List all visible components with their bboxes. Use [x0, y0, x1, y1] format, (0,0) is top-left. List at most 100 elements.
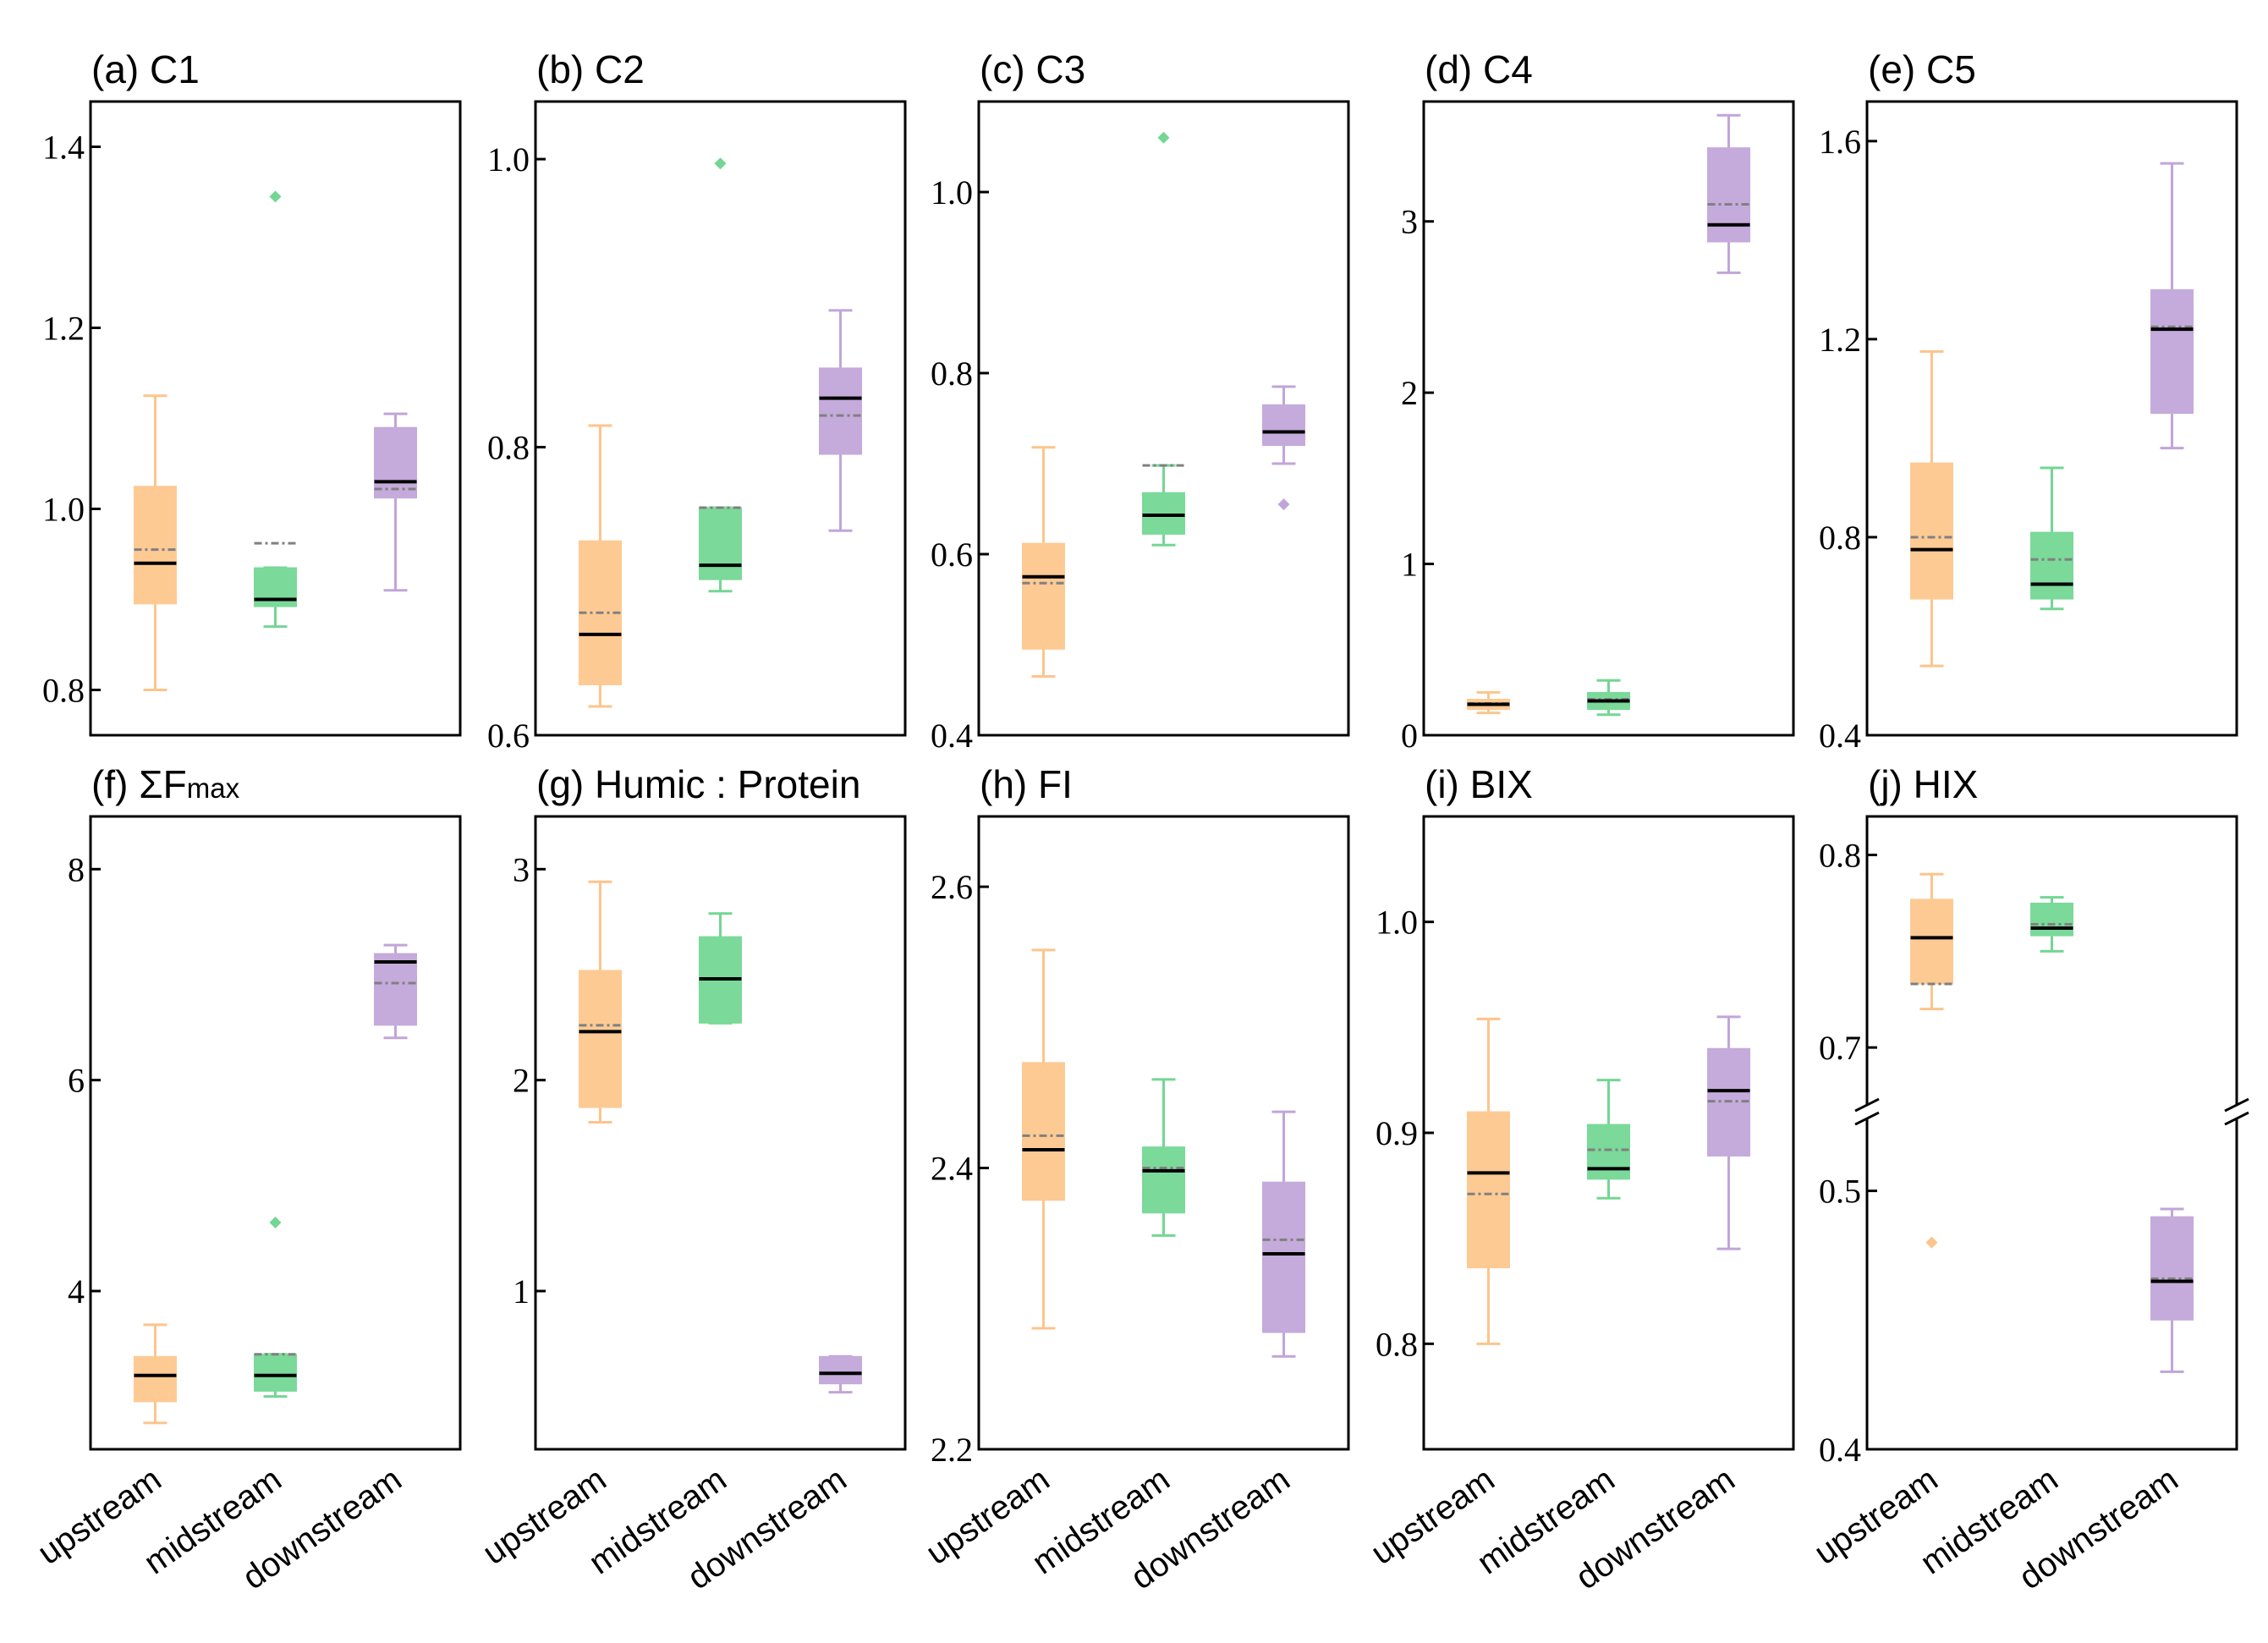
panel-title: (d) C4: [1425, 47, 1533, 91]
box-upstream: [133, 1323, 177, 1425]
outlier-point: [269, 190, 282, 203]
plot-frame: [1422, 100, 1795, 737]
y-tick-label: 0.5: [1819, 1173, 1861, 1211]
box-body: [1909, 898, 1953, 985]
y-tick-label: 2.6: [931, 868, 973, 906]
box-body: [1587, 1124, 1630, 1180]
box-upstream: [1466, 690, 1510, 715]
y-tick-label: 3: [1401, 203, 1418, 241]
outlier-point: [269, 1216, 282, 1228]
y-tick-label: 1.2: [1819, 321, 1861, 359]
box-downstream: [819, 309, 863, 532]
plot-frame: [1865, 100, 2238, 737]
y-tick-label: 0.6: [931, 536, 973, 574]
box-body: [1466, 1111, 1510, 1269]
y-tick-label: 0.7: [1819, 1029, 1861, 1067]
box-upstream: [133, 394, 177, 691]
box-body: [1262, 1181, 1306, 1333]
y-tick-label: 0.8: [931, 354, 973, 393]
outlier-point: [1277, 498, 1290, 511]
y-tick-label: 0.8: [1376, 1325, 1418, 1363]
box-midstream: [2030, 896, 2073, 953]
box-body: [2150, 1216, 2194, 1321]
box-upstream: [578, 880, 622, 1124]
box-upstream: [1909, 872, 1953, 1249]
y-tick-label: 0.6: [487, 717, 530, 755]
box-body: [1707, 147, 1751, 243]
box-upstream: [1909, 350, 1953, 668]
box-midstream: [1587, 679, 1630, 717]
box-midstream: [1587, 1079, 1630, 1200]
box-downstream: [2150, 1207, 2194, 1373]
panel-title: (g) Humic : Protein: [536, 762, 860, 806]
box-downstream: [819, 1355, 863, 1394]
plot-frame: [977, 815, 1350, 1451]
axis-break-mark: [1854, 1111, 1880, 1126]
box-body: [2150, 288, 2194, 415]
box-midstream: [2030, 466, 2073, 611]
y-tick-label: 0.8: [487, 429, 530, 467]
panel-title: (b) C2: [536, 47, 645, 91]
y-tick-label: 6: [68, 1062, 85, 1100]
box-body: [2030, 902, 2073, 937]
box-downstream: [1707, 1015, 1751, 1250]
y-tick-label: 3: [513, 850, 530, 888]
y-tick-label: 4: [68, 1272, 85, 1311]
box-body: [1262, 404, 1306, 447]
box-body: [254, 1354, 297, 1392]
plot-frame: [89, 815, 462, 1451]
y-tick-label: 1.0: [42, 491, 85, 529]
plot-frame-upper: [1865, 815, 2238, 1107]
box-midstream: [699, 157, 742, 593]
y-tick-label: 1.2: [42, 310, 85, 348]
y-tick-label: 1.0: [931, 173, 973, 212]
box-body: [699, 507, 742, 580]
panel-title: (c) C3: [980, 47, 1085, 91]
panel-a: 0.8 1.0 1.2 1.4(a) C1: [42, 47, 462, 737]
panel-title: (f) ΣFmax: [91, 762, 240, 806]
y-tick-label: 1.0: [1376, 904, 1418, 942]
y-tick-label: 0.4: [1819, 1431, 1861, 1469]
y-tick-label: 1.4: [42, 129, 85, 167]
panel-title: (e) C5: [1868, 47, 1976, 91]
box-body: [1909, 462, 1953, 600]
y-tick-label: 8: [68, 850, 85, 888]
axis-break-mark: [2224, 1097, 2249, 1113]
panel-b: 0.6 0.8 1.0 (b) C2: [487, 47, 907, 755]
box-body: [1142, 1146, 1185, 1214]
y-tick-label: 0.8: [42, 672, 85, 710]
box-body: [2030, 531, 2073, 600]
box-body: [1142, 492, 1185, 535]
box-body: [819, 1355, 863, 1385]
box-downstream: [374, 943, 418, 1040]
panel-title: (h) FI: [980, 762, 1073, 806]
box-upstream: [1021, 948, 1065, 1330]
panel-title: (j) HIX: [1868, 762, 1978, 806]
plot-frame: [534, 100, 907, 737]
y-tick-label: 0.8: [1819, 837, 1861, 875]
y-tick-label: 2.2: [931, 1431, 973, 1469]
panel-j: 0.40.50.70.8(j) HIXupstreammidstreamdown…: [1808, 762, 2249, 1596]
outlier-point: [714, 157, 727, 170]
axis-break-mark: [1854, 1097, 1880, 1113]
box-midstream: [254, 1216, 297, 1398]
y-tick-label: 0: [1401, 717, 1418, 755]
plot-frame: [977, 100, 1350, 737]
outlier-point: [1157, 131, 1170, 144]
y-tick-label: 1: [513, 1272, 530, 1311]
panel-c: 0.4 0.6 0.8 1.0 (c) C3: [931, 47, 1350, 755]
y-tick-label: 2: [513, 1062, 530, 1100]
panel-title: (a) C1: [91, 47, 200, 91]
panel-e: 0.4 0.8 1.2 1.6(e) C5: [1819, 47, 2238, 755]
box-midstream: [699, 912, 742, 1025]
outlier-point: [1925, 1236, 1938, 1249]
box-midstream: [1142, 131, 1185, 547]
y-tick-label: 1.6: [1819, 123, 1861, 161]
box-body: [374, 953, 418, 1026]
panel-title-subscript: max: [187, 772, 240, 804]
box-body: [819, 367, 863, 455]
plot-frame: [534, 815, 907, 1451]
box-body: [133, 486, 177, 605]
